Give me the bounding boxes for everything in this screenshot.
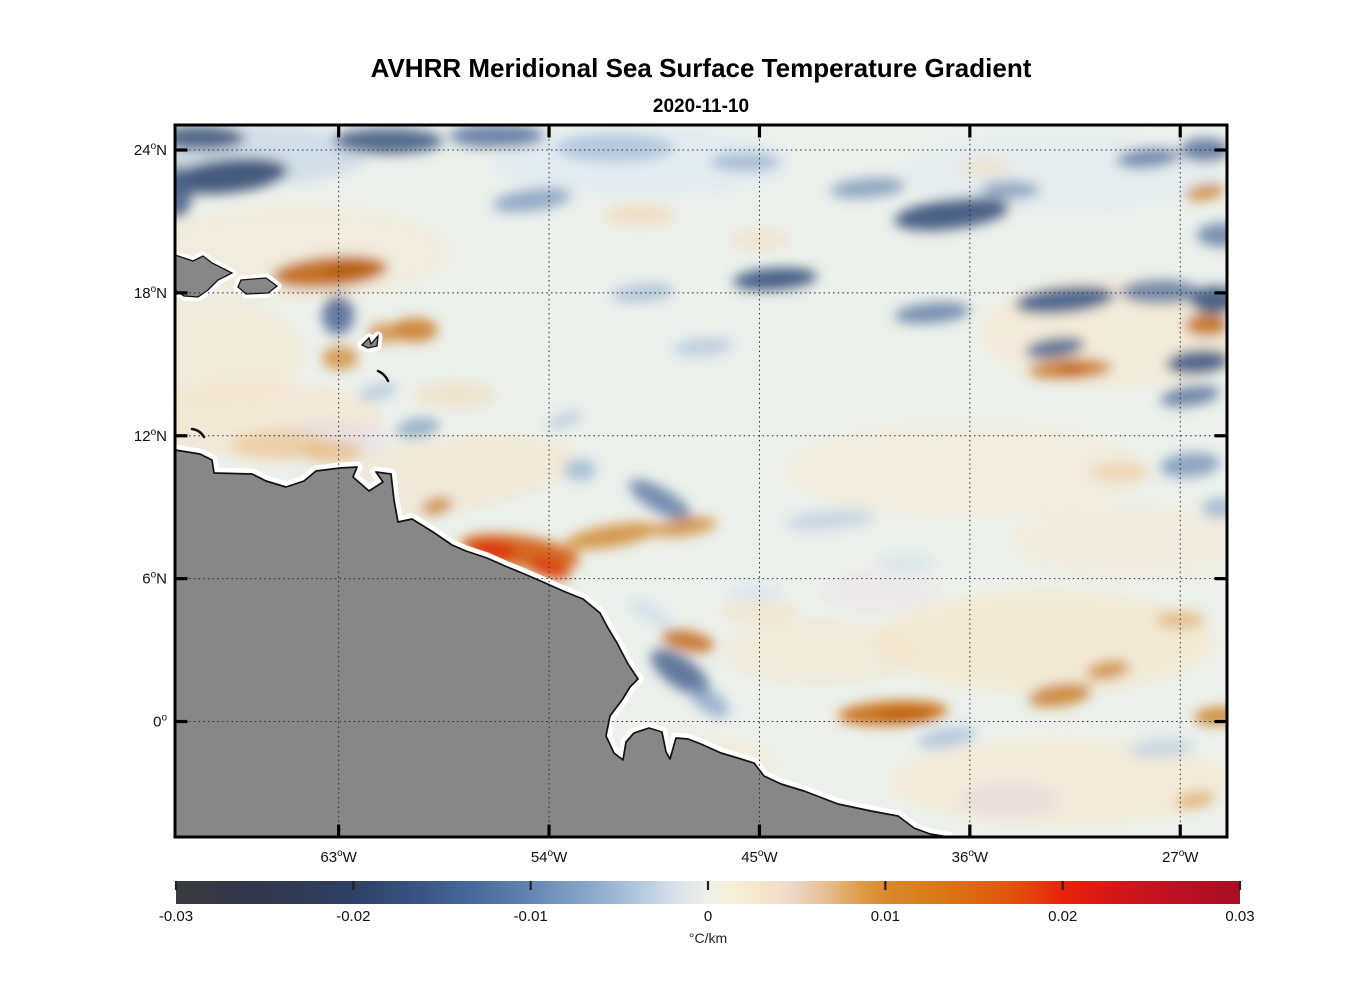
island [360,334,379,349]
colorbar-tick-label: -0.03 [159,908,193,925]
y-tick-label: 0o [153,713,167,731]
y-tick-label: 12oN [134,427,167,445]
land-polygon [175,250,954,837]
chart-date-subtitle: 2020-11-10 [652,96,750,117]
x-tick-label: 45oW [741,848,778,866]
colorbar-tick-label: 0.02 [1048,908,1077,925]
x-tick-label: 36oW [952,848,989,866]
colorbar-unit-label: °C/km [688,930,728,946]
x-tick-label: 27oW [1162,848,1199,866]
axes-frame [173,123,1229,839]
coastline [175,449,949,837]
colorbar-ticks [174,881,1242,890]
island [237,277,279,295]
colorbar-tick-label: 0.03 [1225,908,1254,925]
chart-title: AVHRR Meridional Sea Surface Temperature… [370,53,1032,83]
axis-ticks [176,126,1226,836]
colorbar-tick-label: -0.02 [336,908,370,925]
colorbar [176,881,1240,904]
islet [376,369,390,383]
y-tick-label: 18oN [134,284,167,302]
y-tick-label: 24oN [134,141,167,159]
colorbar-tick-label: 0 [704,908,712,925]
graticule [175,125,1227,837]
colorbar-tick-label: 0.01 [871,908,900,925]
x-tick-label: 54oW [531,848,568,866]
x-tick-label: 63oW [320,848,357,866]
colorbar-tick-label: -0.01 [514,908,548,925]
y-tick-label: 6oN [142,570,167,588]
